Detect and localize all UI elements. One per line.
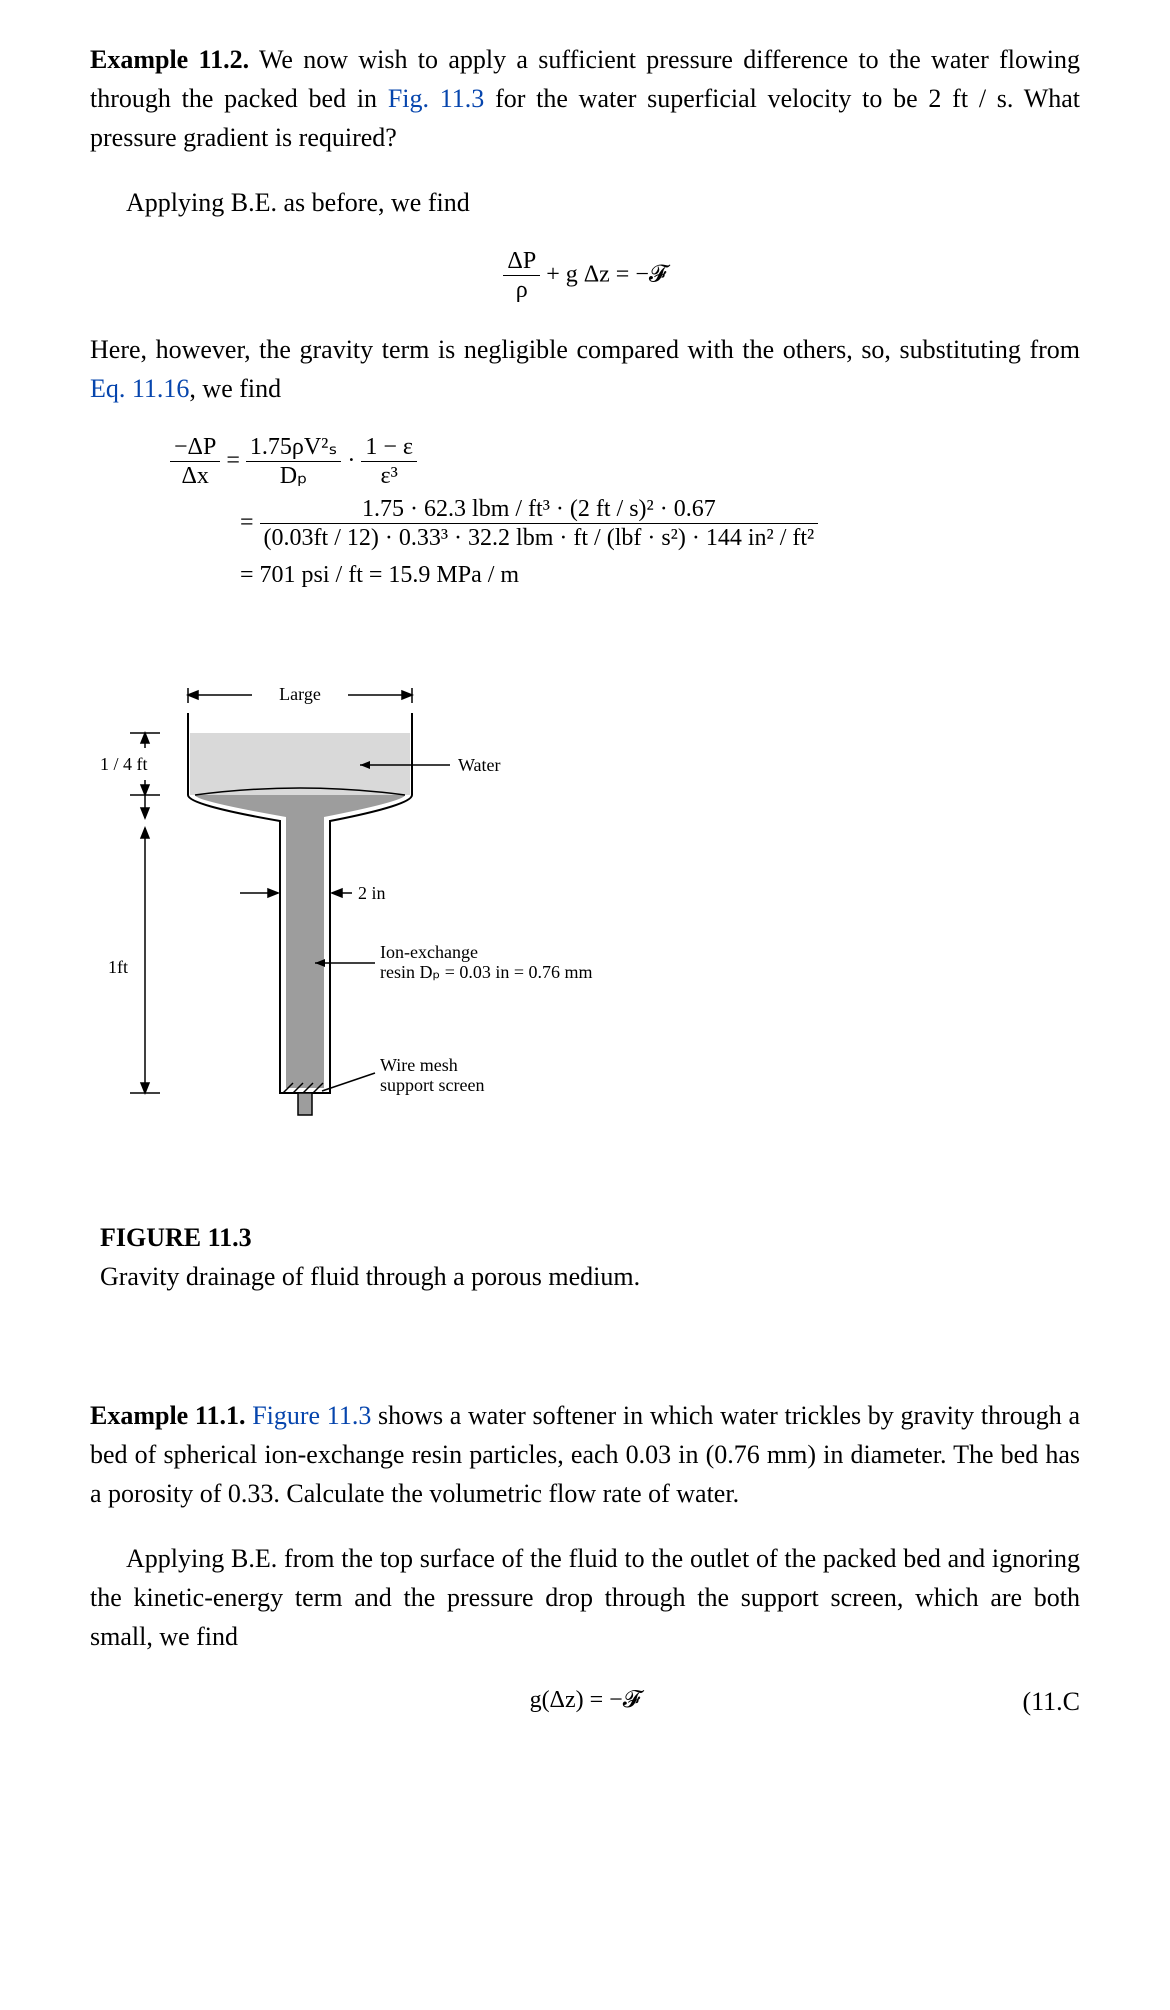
eq-link-1116[interactable]: Eq. 11.16: [90, 374, 189, 403]
label-one-ft: 1ft: [108, 957, 128, 977]
example-112-p3: Here, however, the gravity term is negli…: [90, 330, 1080, 408]
label-large: Large: [279, 684, 321, 704]
label-quarter-ft: 1 / 4 ft: [100, 754, 148, 774]
equation-11c: g(Δz) = −𝓕 (11.C: [90, 1682, 1080, 1718]
example-111-title: Example 11.1.: [90, 1401, 246, 1430]
equation-1: ΔP ρ + g Δz = −𝓕: [90, 248, 1080, 304]
example-112-p2: Applying B.E. as before, we find: [90, 183, 1080, 222]
example-112-p1: Example 11.2. We now wish to apply a suf…: [90, 40, 1080, 157]
figure-caption-text: Gravity drainage of fluid through a poro…: [100, 1262, 640, 1291]
example-111-p2: Applying B.E. from the top surface of th…: [90, 1539, 1080, 1656]
label-ion-1: Ion-exchange: [380, 942, 478, 962]
example-111-p1: Example 11.1. Figure 11.3 shows a water …: [90, 1396, 1080, 1513]
label-wire-1: Wire mesh: [380, 1055, 458, 1075]
equation-block: −ΔP Δx = 1.75ρV²ₛ Dₚ · 1 − ε ε³ = 1.75 ·…: [170, 434, 1080, 594]
fig-link-113-b[interactable]: Figure 11.3: [246, 1401, 372, 1430]
figure-title: FIGURE 11.3: [100, 1223, 252, 1252]
figure-11-3-svg: Large Water 1 / 4 ft 1ft: [100, 653, 700, 1193]
label-ion-2: resin Dₚ = 0.03 in = 0.76 mm: [380, 962, 593, 982]
label-wire-2: support screen: [380, 1075, 484, 1095]
eq-number-11c: (11.C: [1022, 1682, 1080, 1721]
example-112-title: Example 11.2.: [90, 45, 249, 74]
fig-link-113-a[interactable]: Fig. 11.3: [388, 84, 484, 113]
label-two-in: 2 in: [358, 883, 386, 903]
label-water: Water: [458, 755, 501, 775]
